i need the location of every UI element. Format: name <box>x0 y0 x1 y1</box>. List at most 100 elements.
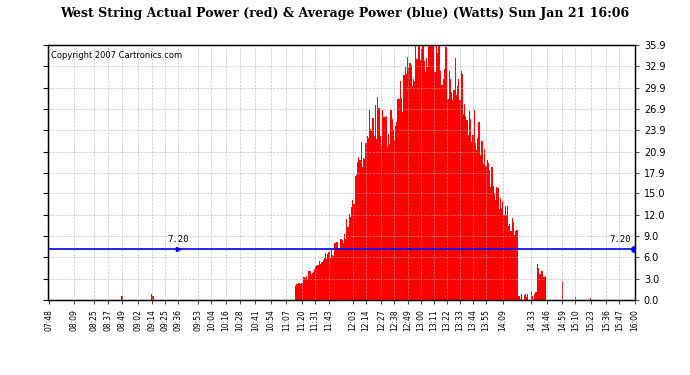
Bar <box>535 292 537 300</box>
Bar <box>381 146 382 300</box>
Bar <box>434 72 435 300</box>
Bar <box>364 159 365 300</box>
Bar <box>481 141 482 300</box>
Bar <box>534 294 535 300</box>
Bar <box>477 138 478 300</box>
Bar <box>515 231 516 300</box>
Bar <box>446 47 447 300</box>
Bar <box>345 238 346 300</box>
Bar <box>537 264 538 300</box>
Bar <box>504 206 506 300</box>
Bar <box>152 297 154 300</box>
Bar <box>458 79 460 300</box>
Bar <box>531 291 532 300</box>
Bar <box>343 243 344 300</box>
Bar <box>508 226 509 300</box>
Bar <box>437 53 438 300</box>
Bar <box>359 160 361 300</box>
Bar <box>314 269 315 300</box>
Bar <box>320 264 322 300</box>
Bar <box>328 252 330 300</box>
Bar <box>533 298 534 300</box>
Bar <box>357 162 358 300</box>
Bar <box>351 207 353 300</box>
Bar <box>299 283 300 300</box>
Bar <box>399 99 400 300</box>
Bar <box>377 98 378 300</box>
Bar <box>480 155 481 300</box>
Bar <box>330 258 331 300</box>
Bar <box>394 140 395 300</box>
Bar <box>562 282 563 300</box>
Bar <box>384 117 386 300</box>
Bar <box>542 277 544 300</box>
Text: Copyright 2007 Cartronics.com: Copyright 2007 Cartronics.com <box>51 51 182 60</box>
Bar <box>332 255 333 300</box>
Bar <box>339 249 340 300</box>
Bar <box>309 271 310 300</box>
Bar <box>318 266 319 300</box>
Bar <box>484 149 486 300</box>
Bar <box>404 67 406 300</box>
Bar <box>442 85 443 300</box>
Bar <box>452 100 453 300</box>
Bar <box>431 45 432 300</box>
Bar <box>366 136 368 300</box>
Bar <box>476 150 477 300</box>
Bar <box>525 294 526 300</box>
Bar <box>465 117 466 300</box>
Bar <box>414 81 415 300</box>
Bar <box>469 111 470 300</box>
Bar <box>473 110 475 300</box>
Bar <box>393 130 394 300</box>
Bar <box>376 139 377 300</box>
Bar <box>151 294 152 300</box>
Bar <box>448 71 450 300</box>
Bar <box>417 45 419 300</box>
Bar <box>483 164 484 300</box>
Bar <box>344 234 345 300</box>
Bar <box>540 274 542 300</box>
Bar <box>475 143 476 300</box>
Bar <box>396 122 397 300</box>
Bar <box>297 284 299 300</box>
Bar <box>488 163 489 300</box>
Bar <box>369 110 370 300</box>
Bar <box>512 218 513 300</box>
Bar <box>389 144 391 300</box>
Bar <box>302 283 304 300</box>
Bar <box>387 147 388 300</box>
Bar <box>507 206 508 300</box>
Bar <box>365 143 366 300</box>
Bar <box>326 259 327 300</box>
Bar <box>466 120 468 300</box>
Bar <box>432 45 433 300</box>
Bar <box>358 157 359 300</box>
Bar <box>412 87 413 300</box>
Bar <box>430 45 431 300</box>
Bar <box>506 215 507 300</box>
Bar <box>425 72 426 300</box>
Bar <box>121 297 123 300</box>
Bar <box>368 138 369 300</box>
Bar <box>324 258 325 300</box>
Bar <box>453 90 455 300</box>
Bar <box>304 278 305 300</box>
Bar <box>486 160 488 300</box>
Bar <box>455 58 456 300</box>
Bar <box>489 170 491 300</box>
Bar <box>383 117 384 300</box>
Bar <box>346 219 348 300</box>
Bar <box>451 92 452 300</box>
Bar <box>538 268 539 300</box>
Bar <box>518 296 519 300</box>
Bar <box>456 95 457 300</box>
Bar <box>295 286 296 300</box>
Bar <box>463 114 464 300</box>
Bar <box>435 45 437 300</box>
Bar <box>439 45 440 300</box>
Bar <box>415 45 417 300</box>
Bar <box>388 134 389 300</box>
Bar <box>524 295 525 300</box>
Bar <box>312 273 313 300</box>
